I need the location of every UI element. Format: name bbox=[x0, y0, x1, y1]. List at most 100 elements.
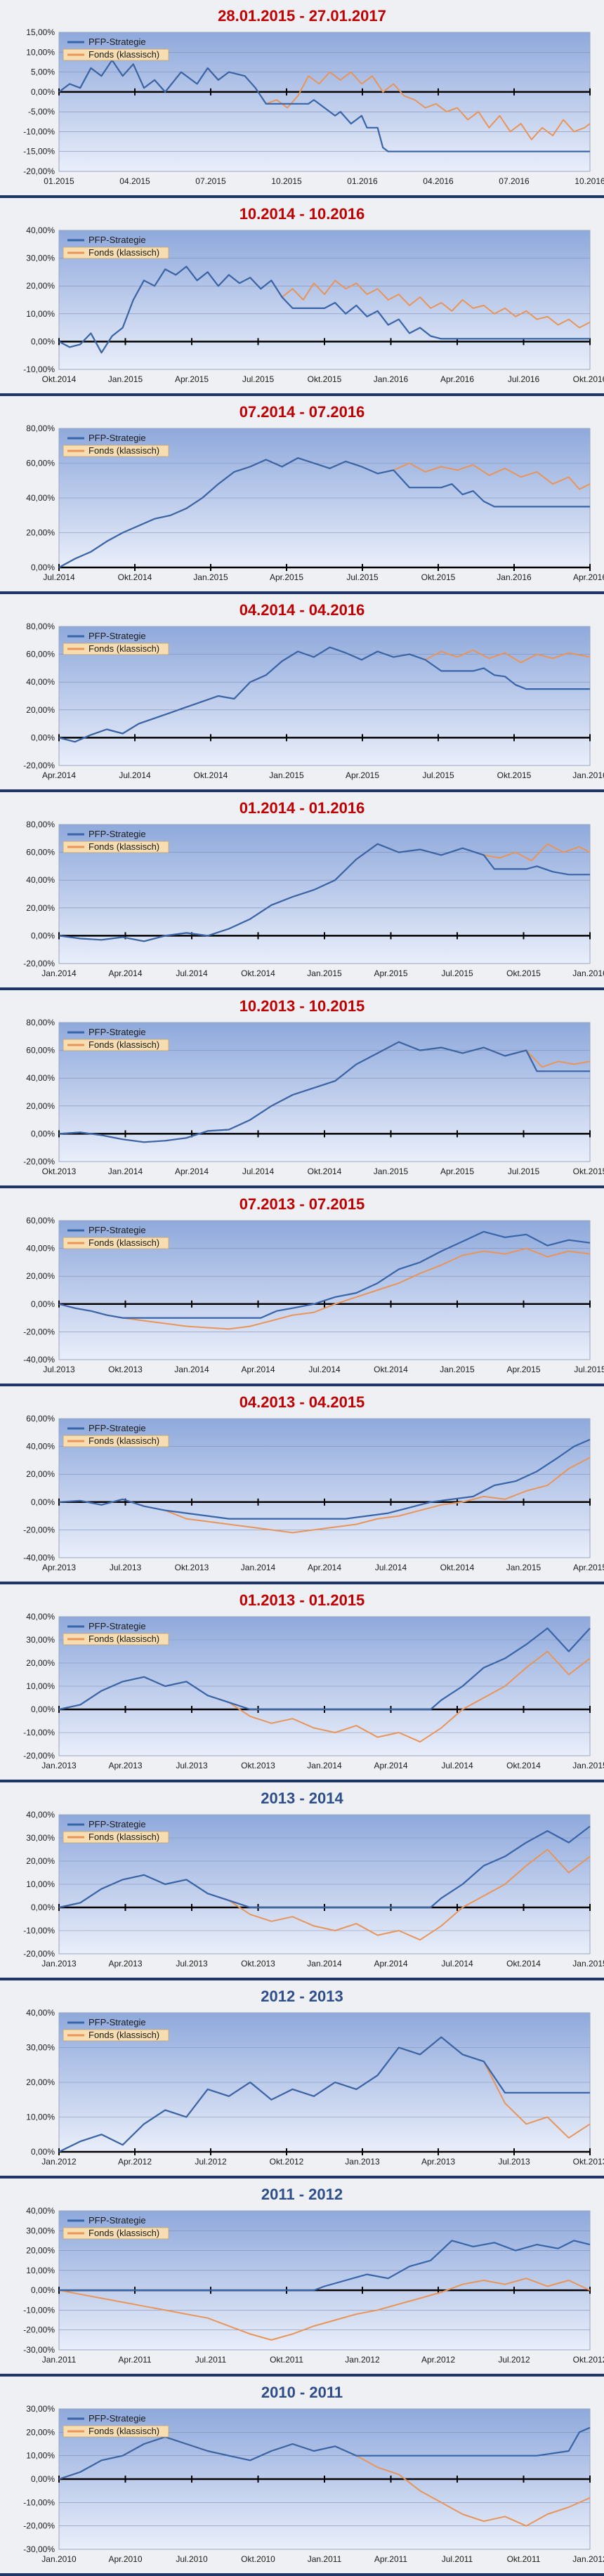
series-line-pfp bbox=[58, 59, 590, 152]
chart-svg: 2010 - 2011 30,00% 20,00% 10,00% 0,00% -10,00… bbox=[23, 2384, 604, 2564]
legend-label-pfp: PFP-Strategie bbox=[88, 631, 146, 641]
legend-highlight bbox=[63, 247, 169, 259]
legend-highlight bbox=[63, 48, 169, 61]
x-tick-label: Okt.2013 bbox=[573, 2157, 604, 2167]
x-tick-label: Okt.2014 bbox=[308, 1167, 342, 1176]
y-tick-label: 60,00% bbox=[26, 1414, 55, 1424]
x-tick-label: 01.2015 bbox=[44, 176, 74, 186]
x-tick-label: Jan.2016 bbox=[374, 374, 409, 384]
y-tick-label: -40,00% bbox=[23, 1355, 55, 1365]
x-tick-label: Jan.2015 bbox=[506, 1563, 541, 1572]
y-tick-label: -20,00% bbox=[23, 1949, 55, 1959]
y-tick-label: 40,00% bbox=[26, 2008, 55, 2018]
legend-label-pfp: PFP-Strategie bbox=[88, 37, 146, 47]
series-line-pfp bbox=[58, 1627, 591, 1711]
y-tick-label: -20,00% bbox=[23, 1157, 55, 1167]
y-tick-label: 20,00% bbox=[26, 2077, 55, 2087]
x-tick-label: 07.2016 bbox=[499, 176, 530, 186]
legend: PFP-Strategie Fonds (klassisch) bbox=[63, 631, 169, 655]
chart-panel: 2013 - 2014 40,00% 30,00% 20,00% 10,00% 0,00%… bbox=[0, 1782, 604, 1980]
chart-title: 2011 - 2012 bbox=[261, 2186, 343, 2203]
legend-highlight bbox=[63, 1237, 169, 1249]
legend: PFP-Strategie Fonds (klassisch) bbox=[63, 2413, 169, 2438]
legend-label-pfp: PFP-Strategie bbox=[88, 2215, 146, 2226]
y-tick-label: -20,00% bbox=[23, 1751, 55, 1761]
legend-highlight bbox=[63, 445, 169, 457]
y-tick-label: 40,00% bbox=[26, 1810, 55, 1820]
y-tick-label: 20,00% bbox=[26, 903, 55, 913]
x-tick-label: Jul.2012 bbox=[498, 2355, 530, 2365]
x-tick-label: Okt.2012 bbox=[573, 2355, 604, 2365]
legend-label-fonds: Fonds (klassisch) bbox=[88, 2030, 159, 2040]
x-tick-label: Jul.2015 bbox=[422, 770, 454, 780]
legend-highlight bbox=[63, 2029, 169, 2042]
y-tick-label: 30,00% bbox=[26, 1635, 55, 1645]
x-tick-label: Jul.2014 bbox=[441, 1761, 473, 1770]
chart-panel: 07.2013 - 07.2015 60,00% 40,00% 20,00% 0,00%… bbox=[0, 1188, 604, 1386]
x-tick-label: Jan.2010 bbox=[41, 2554, 77, 2564]
chart-svg: 04.2014 - 04.2016 80,00% 60,00% 40,00% 20,00… bbox=[23, 601, 604, 780]
series-line-pfp bbox=[58, 265, 590, 354]
x-tick-label: Jul.2014 bbox=[176, 968, 208, 978]
legend-label-fonds: Fonds (klassisch) bbox=[88, 643, 159, 654]
x-tick-label: Okt.2015 bbox=[573, 1167, 604, 1176]
x-tick-label: Okt.2014 bbox=[506, 1959, 541, 1969]
y-tick-label: -20,00% bbox=[23, 1525, 55, 1535]
x-tick-label: Jul.2014 bbox=[43, 572, 75, 582]
y-tick-label: -10,00% bbox=[23, 364, 55, 374]
x-tick-label: 01.2016 bbox=[347, 176, 378, 186]
x-tick-label: Jul.2015 bbox=[242, 374, 275, 384]
y-tick-label: 10,00% bbox=[26, 47, 55, 57]
chart-title: 28.01.2015 - 27.01.2017 bbox=[218, 7, 386, 25]
y-tick-label: 0,00% bbox=[31, 1497, 55, 1507]
y-tick-label: 10,00% bbox=[26, 1879, 55, 1889]
x-tick-label: Apr.2015 bbox=[175, 374, 209, 384]
legend-highlight bbox=[63, 1039, 169, 1051]
legend: PFP-Strategie Fonds (klassisch) bbox=[63, 2017, 169, 2042]
legend-highlight bbox=[63, 2425, 169, 2438]
y-tick-label: 20,00% bbox=[26, 281, 55, 291]
x-tick-label: Apr.2014 bbox=[108, 968, 142, 978]
chart-panel: 01.2014 - 01.2016 80,00% 60,00% 40,00% 20,00… bbox=[0, 792, 604, 990]
x-tick-label: Okt.2010 bbox=[241, 2554, 275, 2564]
x-tick-label: Jan.2012 bbox=[572, 2554, 604, 2564]
y-tick-label: 30,00% bbox=[26, 2404, 55, 2414]
y-tick-label: 10,00% bbox=[26, 2266, 55, 2275]
x-tick-label: Jan.2015 bbox=[269, 770, 304, 780]
panel-separator bbox=[0, 393, 604, 396]
legend-label-pfp: PFP-Strategie bbox=[88, 2413, 146, 2424]
legend-label-fonds: Fonds (klassisch) bbox=[88, 1832, 159, 1842]
y-tick-label: 40,00% bbox=[26, 1244, 55, 1254]
y-tick-label: -10,00% bbox=[23, 1728, 55, 1737]
legend-label-pfp: PFP-Strategie bbox=[88, 2017, 146, 2028]
chart-title: 04.2014 - 04.2016 bbox=[239, 601, 365, 619]
legend: PFP-Strategie Fonds (klassisch) bbox=[63, 2215, 169, 2240]
y-tick-label: -10,00% bbox=[23, 1926, 55, 1936]
x-tick-label: Jan.2014 bbox=[174, 1365, 209, 1374]
x-tick-label: Jan.2015 bbox=[108, 374, 143, 384]
y-tick-label: 40,00% bbox=[26, 225, 55, 235]
y-tick-label: 10,00% bbox=[26, 2112, 55, 2122]
legend-label-pfp: PFP-Strategie bbox=[88, 1027, 146, 1037]
x-tick-label: 04.2015 bbox=[119, 176, 150, 186]
x-tick-label: Jul.2015 bbox=[346, 572, 379, 582]
y-tick-label: -5,00% bbox=[28, 107, 55, 117]
panel-separator bbox=[0, 1780, 604, 1782]
x-tick-label: Jan.2016 bbox=[572, 770, 604, 780]
chart-panel: 2010 - 2011 30,00% 20,00% 10,00% 0,00% -10,00… bbox=[0, 2377, 604, 2576]
y-tick-label: 0,00% bbox=[31, 2474, 55, 2484]
legend-label-fonds: Fonds (klassisch) bbox=[88, 1237, 159, 1248]
legend: PFP-Strategie Fonds (klassisch) bbox=[63, 1225, 169, 1249]
x-tick-label: Apr.2015 bbox=[374, 968, 407, 978]
legend-label-fonds: Fonds (klassisch) bbox=[88, 1634, 159, 1644]
x-tick-label: Apr.2014 bbox=[241, 1365, 275, 1374]
chart-title: 10.2013 - 10.2015 bbox=[239, 997, 365, 1015]
chart-title: 04.2013 - 04.2015 bbox=[239, 1393, 365, 1411]
legend: PFP-Strategie Fonds (klassisch) bbox=[63, 235, 169, 259]
x-tick-label: Jul.2011 bbox=[195, 2355, 227, 2365]
chart-panel: 04.2013 - 04.2015 60,00% 40,00% 20,00% 0,00%… bbox=[0, 1386, 604, 1584]
legend-label-pfp: PFP-Strategie bbox=[88, 1225, 146, 1235]
x-tick-label: Apr.2013 bbox=[108, 1761, 142, 1770]
series-line-pfp bbox=[58, 1041, 590, 1143]
x-tick-label: Jan.2015 bbox=[572, 1761, 604, 1770]
